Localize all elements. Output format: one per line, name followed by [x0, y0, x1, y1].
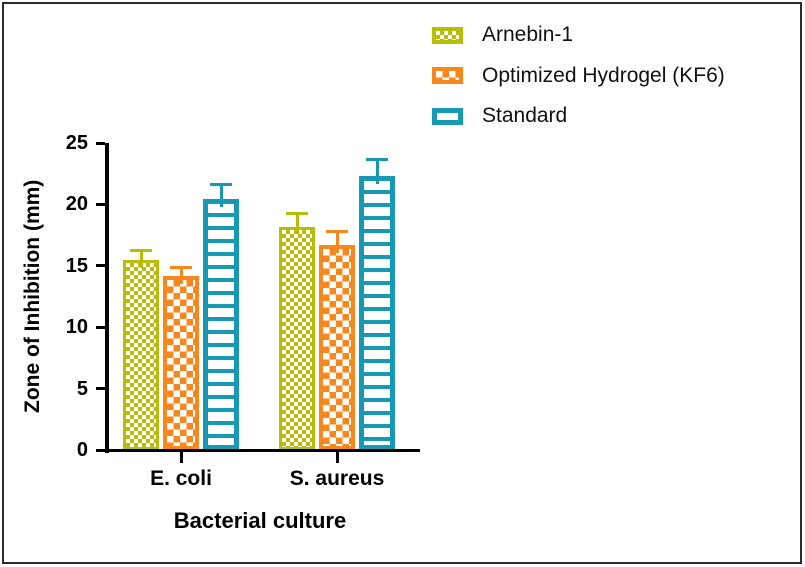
- error-bar-stem: [139, 251, 143, 268]
- x-tick: [335, 451, 339, 463]
- error-bar-cap: [326, 230, 348, 234]
- x-axis-title: Bacterial culture: [173, 508, 347, 533]
- legend-item: Optimized Hydrogel (KF6): [432, 63, 725, 87]
- y-tick-label: 0: [76, 439, 88, 461]
- error-bar-stem: [335, 233, 339, 253]
- bar-s-aureus-optimized-hydrogel-kf6-: [319, 244, 355, 450]
- y-tick: [96, 448, 105, 452]
- x-axis: [105, 448, 420, 452]
- legend-label: Standard: [482, 104, 568, 127]
- y-tick: [96, 387, 105, 391]
- error-bar-cap: [366, 157, 388, 161]
- y-tick: [96, 325, 105, 329]
- y-tick: [96, 264, 105, 268]
- bar-s-aureus-standard: [359, 176, 395, 450]
- y-axis-title: Zone of Inhibition (mm): [21, 179, 44, 414]
- error-bar-stem: [219, 185, 223, 208]
- y-tick-label: 25: [65, 132, 88, 154]
- y-tick: [96, 202, 105, 206]
- bar-e-coli-optimized-hydrogel-kf6-: [163, 275, 199, 450]
- error-bar-cap: [170, 266, 192, 270]
- x-category-label: E. coli: [150, 467, 212, 490]
- legend-item: Standard: [432, 105, 567, 127]
- bar-e-coli-arnebin-1: [123, 259, 159, 450]
- legend-label: Optimized Hydrogel (KF6): [482, 63, 725, 87]
- y-tick: [96, 141, 105, 145]
- bar-s-aureus-arnebin-1: [279, 226, 315, 450]
- error-bar-cap: [210, 182, 232, 186]
- error-bar-stem: [295, 214, 299, 235]
- y-tick-label: 5: [76, 377, 88, 400]
- error-bar-cap: [130, 248, 152, 252]
- legend-swatch-icon: [432, 67, 463, 84]
- error-bar-cap: [286, 211, 308, 215]
- y-tick-label: 20: [65, 193, 88, 216]
- legend-swatch-icon: [432, 107, 463, 125]
- error-bar-stem: [375, 160, 379, 185]
- x-category-label: S. aureus: [289, 467, 385, 490]
- bar-e-coli-standard: [203, 199, 239, 450]
- legend-label: Arnebin-1: [482, 23, 574, 46]
- y-tick-label: 15: [65, 254, 88, 277]
- legend-item: Arnebin-1: [432, 24, 573, 46]
- y-tick-label: 10: [65, 316, 88, 339]
- x-tick: [179, 451, 183, 463]
- error-bar-stem: [179, 269, 183, 284]
- y-axis: [105, 143, 109, 453]
- legend-swatch-icon: [432, 26, 463, 44]
